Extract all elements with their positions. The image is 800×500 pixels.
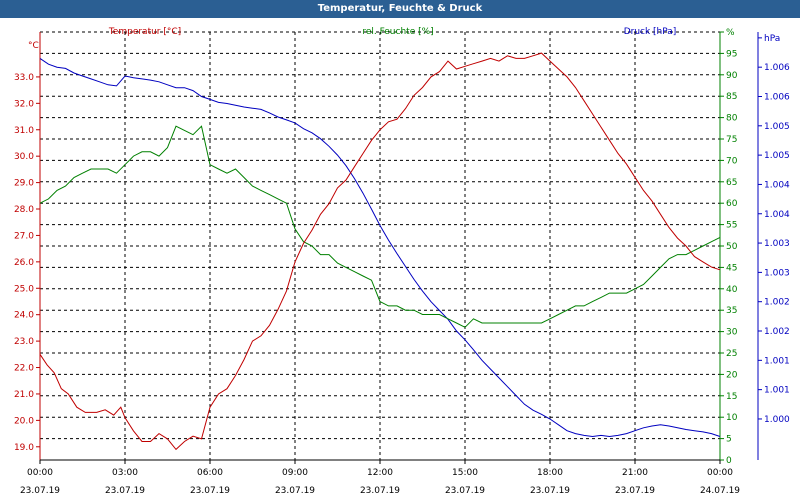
pressure-tick-label: 1.001 [764, 386, 790, 396]
pressure-tick-label: 1.006 [764, 92, 790, 102]
left-unit-label: °C [28, 41, 39, 51]
right-tick-label: 45 [726, 263, 737, 273]
left-tick-label: 21.0 [14, 390, 34, 400]
x-tick-date: 23.07.19 [190, 486, 230, 496]
left-tick-label: 20.0 [14, 416, 34, 426]
pressure-tick-label: 1.000 [764, 415, 790, 425]
pressure-tick-label: 1.004 [764, 180, 790, 190]
left-tick-label: 31.0 [14, 126, 34, 136]
x-tick-date: 23.07.19 [20, 486, 60, 496]
right-tick-label: 80 [726, 114, 738, 124]
chart-title: Temperatur, Feuchte & Druck [0, 0, 800, 18]
right-tick-label: 85 [726, 92, 737, 102]
x-tick-time: 15:00 [452, 468, 478, 478]
left-tick-label: 30.0 [14, 152, 34, 162]
pressure-tick-label: 1.002 [764, 327, 790, 337]
left-tick-label: 29.0 [14, 179, 34, 189]
right-tick-label: 10 [726, 413, 738, 423]
x-tick-time: 09:00 [282, 468, 308, 478]
x-tick-time: 03:00 [112, 468, 138, 478]
left-tick-label: 27.0 [14, 231, 34, 241]
x-tick-time: 12:00 [367, 468, 393, 478]
series-lines [39, 52, 721, 451]
x-tick-time: 00:00 [707, 468, 733, 478]
left-tick-label: 24.0 [14, 311, 34, 321]
axes [36, 31, 762, 464]
legend-druck: Druck [hPa] [624, 27, 677, 37]
pressure-tick-label: 1.003 [764, 268, 790, 278]
right-tick-label: 65 [726, 178, 737, 188]
right-tick-label: 60 [726, 199, 738, 209]
x-tick-date: 23.07.19 [275, 486, 315, 496]
pressure-tick-label: 1.006 [764, 63, 790, 73]
right-tick-label: 75 [726, 135, 737, 145]
right-tick-label: 40 [726, 285, 738, 295]
right-tick-label: 90 [726, 71, 738, 81]
right-tick-label: 30 [726, 328, 738, 338]
right-tick-label: 95 [726, 49, 737, 59]
right-tick-label: 0 [726, 456, 732, 466]
x-tick-time: 00:00 [27, 468, 53, 478]
right-tick-label: 50 [726, 242, 738, 252]
right-tick-label: 25 [726, 349, 737, 359]
left-tick-label: 28.0 [14, 205, 34, 215]
series-feuchte [39, 125, 721, 328]
x-tick-date: 23.07.19 [445, 486, 485, 496]
left-tick-label: 25.0 [14, 284, 34, 294]
legend-feuchte: rel. Feuchte [%] [362, 27, 433, 37]
pressure-tick-label: 1.001 [764, 356, 790, 366]
x-tick-date: 23.07.19 [360, 486, 400, 496]
series-temperatur [39, 52, 721, 451]
x-tick-date: 23.07.19 [530, 486, 570, 496]
x-tick-date: 23.07.19 [105, 486, 145, 496]
pressure-tick-label: 1.002 [764, 298, 790, 308]
right-tick-label: 15 [726, 392, 737, 402]
x-tick-time: 18:00 [537, 468, 563, 478]
axis-labels: 19.0 20.0 21.0 22.0 23.0 24.0 25.0 26.0 27.0 28.0… [14, 27, 790, 496]
x-tick-date: 23.07.19 [615, 486, 655, 496]
x-tick-time: 06:00 [197, 468, 223, 478]
grid [40, 31, 721, 460]
chart-area: 19.0 20.0 21.0 22.0 23.0 24.0 25.0 26.0 27.0 28.0… [14, 27, 790, 496]
pressure-tick-label: 1.005 [764, 122, 790, 132]
series-druck [39, 57, 721, 438]
pressure-tick-label: 1.004 [764, 210, 790, 220]
left-tick-label: 19.0 [14, 443, 34, 453]
right-tick-label: 20 [726, 370, 738, 380]
legend-temperatur: Temperatur [°C] [108, 27, 181, 37]
left-tick-label: 23.0 [14, 337, 34, 347]
pressure-tick-label: hPa [764, 34, 780, 44]
right-tick-label: 5 [726, 435, 732, 445]
right-tick-label: 55 [726, 221, 737, 231]
left-tick-label: 32.0 [14, 99, 34, 109]
right-tick-label: 35 [726, 306, 737, 316]
x-tick-date: 24.07.19 [700, 486, 740, 496]
x-tick-time: 21:00 [622, 468, 648, 478]
pressure-tick-label: 1.005 [764, 151, 790, 161]
right-tick-label: 70 [726, 156, 738, 166]
right-tick-label: % [726, 28, 735, 38]
left-tick-label: 26.0 [14, 258, 34, 268]
left-tick-label: 22.0 [14, 364, 34, 374]
left-tick-label: 33.0 [14, 73, 34, 83]
pressure-tick-label: 1.003 [764, 239, 790, 249]
